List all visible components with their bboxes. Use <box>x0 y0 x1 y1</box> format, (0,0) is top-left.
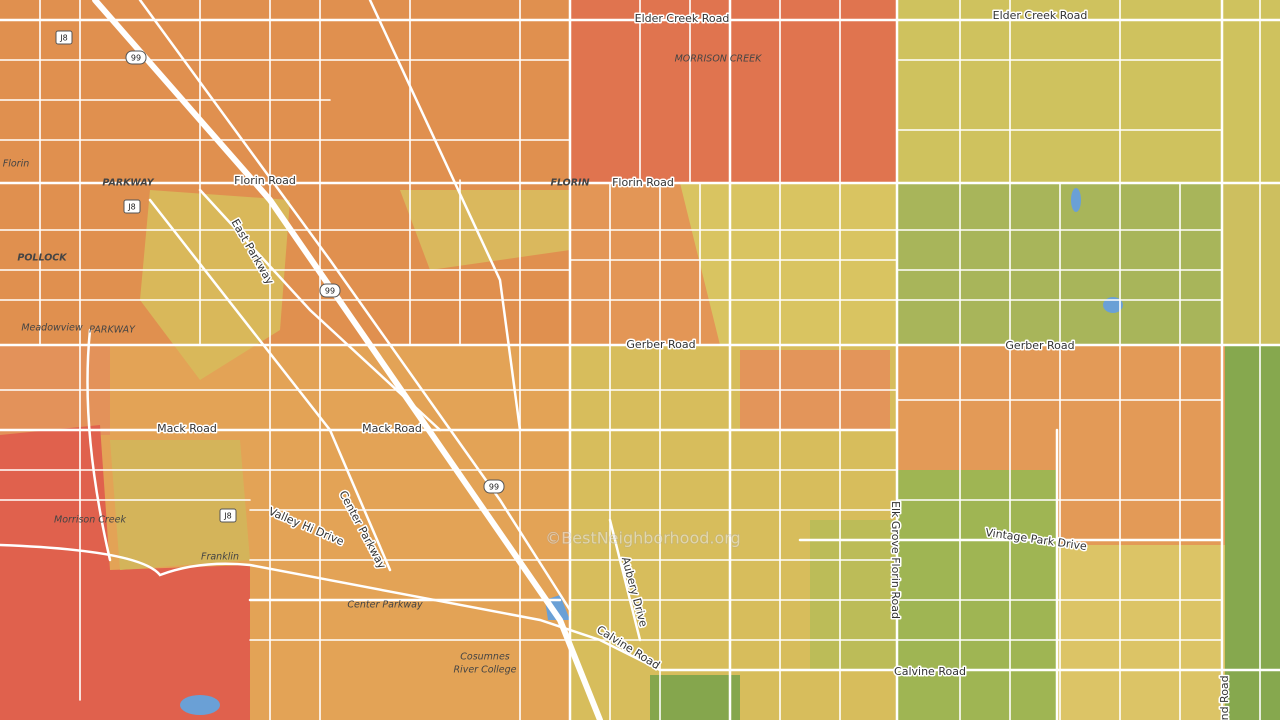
labels: Elder Creek Road Elder Creek Road MORRIS… <box>3 8 1233 720</box>
route-shield <box>483 479 505 494</box>
region <box>110 440 250 570</box>
area-label: Franklin <box>201 552 239 563</box>
region <box>897 470 1057 720</box>
road <box>86 328 112 562</box>
road <box>148 198 392 572</box>
area-label: MORRISON CREEK <box>675 54 763 65</box>
road <box>138 0 572 612</box>
area-label: Meadowview <box>21 323 83 334</box>
region <box>1057 545 1225 720</box>
road <box>608 518 642 642</box>
road-label: Gerber Road <box>1005 339 1074 352</box>
region <box>570 0 897 183</box>
street <box>39 0 1261 720</box>
area-label: PARKWAY <box>102 178 154 189</box>
region <box>0 425 250 720</box>
region <box>1225 345 1280 720</box>
shield-label: J8 <box>59 34 67 43</box>
road-label: Mack Road <box>362 422 422 435</box>
region <box>897 0 1280 183</box>
route-shield <box>123 199 141 214</box>
shield-label: 99 <box>489 483 499 492</box>
route-shield <box>319 283 341 298</box>
freeway <box>92 0 603 720</box>
road <box>198 188 442 432</box>
road-label: Bond Road <box>1218 675 1231 720</box>
road <box>0 543 1280 672</box>
route-shield <box>125 50 147 65</box>
road-label: Elder Creek Road <box>993 9 1088 22</box>
pond <box>1071 188 1081 212</box>
region <box>810 520 897 670</box>
road-label: Gerber Road <box>626 338 695 351</box>
road-label: Calvine Road <box>894 665 966 678</box>
route-shield <box>55 30 73 45</box>
road-label: Florin Road <box>234 174 296 187</box>
area-label: POLLOCK <box>17 253 67 264</box>
pond <box>1103 297 1123 313</box>
region <box>1222 183 1280 345</box>
watermark: ©BestNeighborhood.org <box>545 529 740 548</box>
shield-label: J8 <box>223 512 231 521</box>
area-label: PARKWAY <box>89 325 136 336</box>
road <box>368 0 522 432</box>
area-label: Center Parkway <box>347 600 423 611</box>
road-label: Elder Creek Road <box>635 12 730 25</box>
shield-label: 99 <box>325 287 335 296</box>
road-label: Elk Grove Florin Road <box>889 501 902 619</box>
pond <box>180 695 220 715</box>
area-label: Cosumnes <box>460 652 510 663</box>
area-label: River College <box>453 665 516 676</box>
region <box>680 183 897 345</box>
area-label: Morrison Creek <box>54 515 126 526</box>
area-label: FLORIN <box>550 178 589 189</box>
route-shield <box>219 508 237 523</box>
shield-label: J8 <box>127 203 135 212</box>
area-label: Florin <box>3 159 29 170</box>
road-label: Florin Road <box>612 176 674 189</box>
region <box>0 0 570 345</box>
region <box>650 675 740 720</box>
shields <box>55 30 505 523</box>
shield-label: 99 <box>131 54 141 63</box>
road-label: Mack Road <box>157 422 217 435</box>
